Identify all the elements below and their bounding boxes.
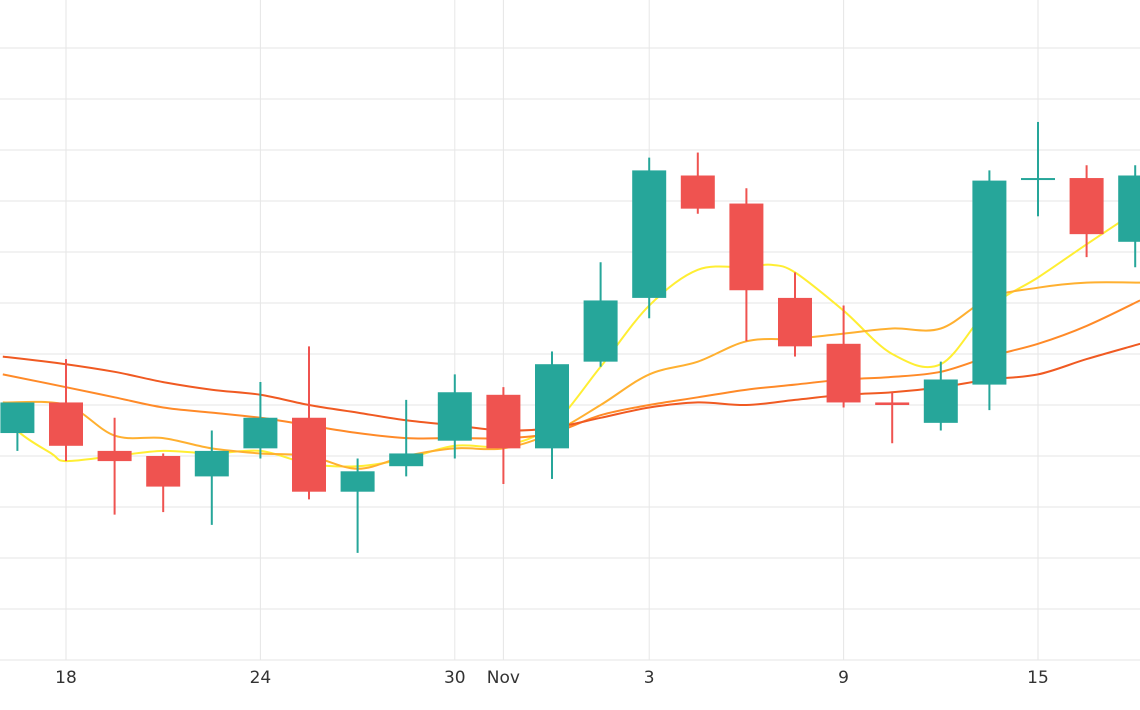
candle-up <box>632 157 667 319</box>
candle-down <box>778 272 812 357</box>
candle-body <box>97 450 132 462</box>
candle-down <box>729 188 764 342</box>
candle-body <box>292 417 326 492</box>
candle-down <box>49 359 83 462</box>
x-tick-label: 18 <box>55 668 77 688</box>
candle-body <box>194 450 229 477</box>
candle-body <box>437 392 472 441</box>
candle-body <box>778 297 812 347</box>
candle-down <box>292 346 326 500</box>
x-tick-label: Nov <box>487 668 520 688</box>
candle-body <box>826 343 861 403</box>
candle-down <box>146 453 181 513</box>
candle-up <box>535 351 569 479</box>
candle-up <box>389 399 424 477</box>
candle-body <box>923 379 958 423</box>
candle-up <box>0 402 35 451</box>
candle-body <box>680 175 715 209</box>
x-tick-label: 24 <box>250 668 272 688</box>
candle-up <box>923 361 958 431</box>
candle-body <box>632 170 667 298</box>
candle-up <box>583 262 618 367</box>
candle-body <box>486 394 521 449</box>
candle-body <box>875 402 910 405</box>
candle-up <box>437 374 472 459</box>
candle-body <box>389 453 424 467</box>
candle-body <box>583 300 618 362</box>
candle-body <box>0 402 35 434</box>
x-tick-label: 9 <box>838 668 849 688</box>
x-tick-label: 30 <box>444 668 466 688</box>
candle-up <box>972 170 1007 411</box>
candle-body <box>729 203 764 291</box>
candle-up <box>1021 121 1055 217</box>
candle-body <box>340 471 375 492</box>
candle-body <box>972 180 1007 385</box>
moving-average-lines <box>1 207 1140 470</box>
candle-body <box>243 417 278 449</box>
candle-body <box>535 364 569 449</box>
candle-body <box>1021 178 1055 181</box>
candle-down <box>875 392 910 444</box>
candle-down <box>486 387 521 485</box>
x-tick-label: 15 <box>1027 668 1049 688</box>
moving-average-line-3 <box>2 299 1140 440</box>
candle-body <box>146 456 181 487</box>
candles <box>0 121 1140 553</box>
candle-body <box>1069 178 1104 235</box>
candle-down <box>826 305 861 408</box>
candle-down <box>680 152 715 214</box>
gridlines <box>0 0 1140 661</box>
candle-up <box>1118 165 1140 268</box>
candle-body <box>1118 175 1140 242</box>
candle-body <box>49 402 83 446</box>
candle-down <box>1069 165 1104 258</box>
candle-up <box>194 430 229 525</box>
x-axis-ticks: 18 24 30 Nov 3 9 15 <box>55 668 1049 688</box>
candle-up <box>340 458 375 553</box>
moving-average-line-2 <box>2 281 1140 470</box>
moving-average-line-4 <box>2 342 1140 432</box>
moving-average-line-1 <box>1 207 1140 468</box>
candle-down <box>97 417 132 515</box>
candle-up <box>243 382 278 459</box>
x-tick-label: 3 <box>644 668 655 688</box>
